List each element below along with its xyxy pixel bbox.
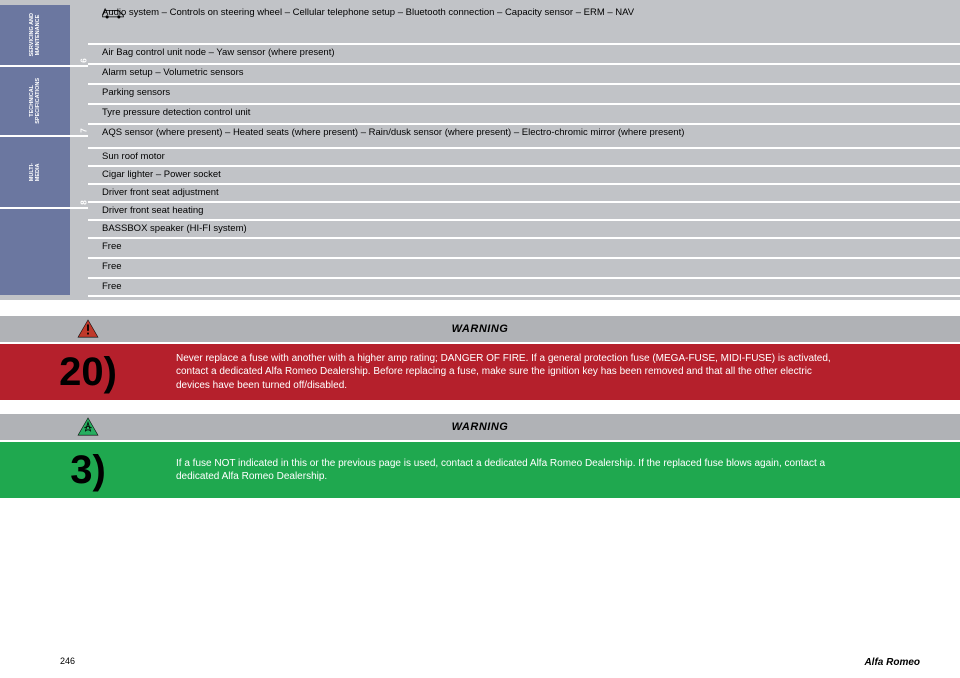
row-text: Audio system – Controls on steering whee… — [88, 5, 684, 18]
row-text: Parking sensors — [88, 85, 220, 98]
row-text: Free — [88, 239, 172, 252]
spine-label: MULTI- MEDIA — [29, 163, 41, 181]
warning-body: 3)If a fuse NOT indicated in this or the… — [0, 442, 960, 498]
danger-icon — [77, 319, 99, 339]
warning-body: 20)Never replace a fuse with another wit… — [0, 344, 960, 400]
spine-section: MULTI- MEDIA 8 — [0, 137, 88, 207]
table-row: Alarm setup – Volumetric sensors — [88, 65, 960, 83]
warning-icon-wrap — [0, 319, 176, 339]
table-row: Free — [88, 279, 960, 295]
content-area: Audio system – Controls on steering whee… — [88, 5, 960, 295]
warning-label: WARNING — [176, 421, 960, 433]
row-divider — [88, 295, 960, 297]
brand-footer: Alfa Romeo — [864, 657, 920, 668]
table-row: Air Bag control unit node – Yaw sensor (… — [88, 45, 960, 63]
table-row: Driver front seat heating — [88, 203, 960, 219]
spine-tab: MULTI- MEDIA — [0, 137, 70, 207]
warning-header: WARNING — [0, 316, 960, 342]
row-text: Sun roof motor — [88, 149, 215, 162]
page-number: 246 — [60, 656, 75, 666]
spine-section: TECHNICAL SPECIFICATIONS 7 — [0, 67, 88, 135]
car-icon — [100, 6, 126, 20]
table-row: Free — [88, 259, 960, 277]
table-row: Cigar lighter – Power socket — [88, 167, 960, 183]
spine-num: 6 — [79, 58, 88, 62]
warning-message: If a fuse NOT indicated in this or the p… — [176, 457, 960, 484]
row-text: Cigar lighter – Power socket — [88, 167, 271, 180]
warning-number: 20) — [0, 350, 176, 395]
environment-icon — [77, 417, 99, 437]
table-row: Sun roof motor — [88, 149, 960, 165]
row-text: BASSBOX speaker (HI-FI system) — [88, 221, 297, 234]
spine-label: TECHNICAL SPECIFICATIONS — [29, 78, 41, 124]
warning-header: WARNING — [0, 414, 960, 440]
spine-tab: TECHNICAL SPECIFICATIONS — [0, 67, 70, 135]
page-root: ⊕ SERVICING AND MAINTENANCE6TECHNICAL SP… — [0, 0, 960, 678]
row-text: Free — [88, 259, 172, 272]
warning-message: Never replace a fuse with another with a… — [176, 352, 960, 393]
row-text: Driver front seat adjustment — [88, 185, 269, 198]
spine-section: SERVICING AND MAINTENANCE 6 — [0, 5, 88, 65]
warning-number: 3) — [0, 448, 176, 493]
spine-tab — [0, 209, 70, 295]
row-text: Air Bag control unit node – Yaw sensor (… — [88, 45, 385, 58]
row-text: Alarm setup – Volumetric sensors — [88, 65, 294, 78]
table-row: Tyre pressure detection control unit — [88, 105, 960, 123]
warning-icon-wrap — [0, 417, 176, 437]
spine: SERVICING AND MAINTENANCE 6 TECHNICAL SPEC… — [0, 5, 88, 295]
table-row: Driver front seat adjustment — [88, 185, 960, 201]
table-row: AQS sensor (where present) – Heated seat… — [88, 125, 960, 147]
table-row: Free — [88, 239, 960, 257]
table-row: BASSBOX speaker (HI-FI system) — [88, 221, 960, 237]
row-text: AQS sensor (where present) – Heated seat… — [88, 125, 734, 138]
table-row: Audio system – Controls on steering whee… — [88, 5, 960, 43]
row-text: Tyre pressure detection control unit — [88, 105, 300, 118]
spine-section — [0, 209, 88, 295]
spine-num: 7 — [79, 128, 88, 132]
spine-num: 8 — [79, 200, 88, 204]
table-row: Parking sensors — [88, 85, 960, 103]
spine-label: SERVICING AND MAINTENANCE — [29, 13, 41, 56]
row-text: Driver front seat heating — [88, 203, 253, 216]
spine-tab: SERVICING AND MAINTENANCE — [0, 5, 70, 65]
row-text: Free — [88, 279, 172, 292]
warning-label: WARNING — [176, 323, 960, 335]
